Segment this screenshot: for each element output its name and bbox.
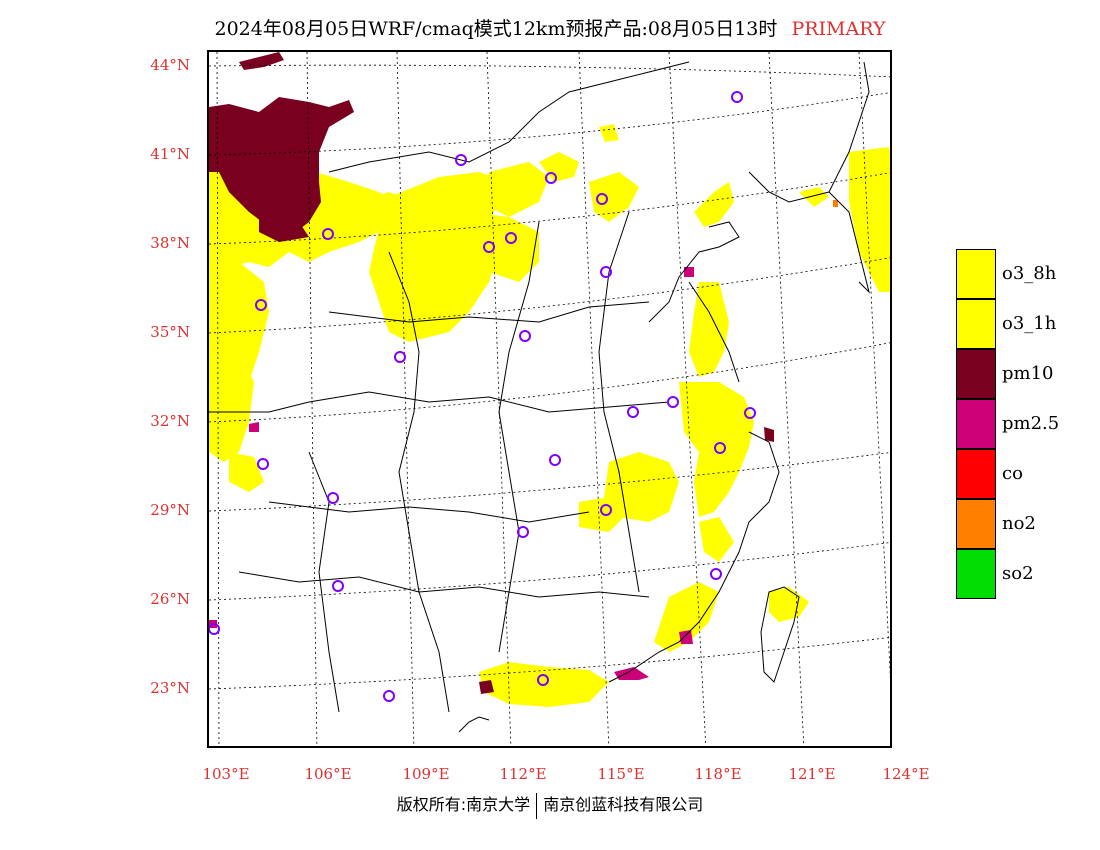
lon-label-121: 121°E <box>788 765 836 783</box>
no2-spot <box>833 200 838 207</box>
legend-label: pm10 <box>1002 363 1054 384</box>
lat-label-26: 26°N <box>150 590 190 608</box>
map-title: 2024年08月05日WRF/cmaq模式12km预报产品:08月05日13时 … <box>0 14 1100 41</box>
title-main: 2024年08月05日WRF/cmaq模式12km预报产品:08月05日13时 <box>214 18 778 40</box>
legend-swatch <box>956 499 996 549</box>
pm25-regions <box>209 267 694 680</box>
legend-label: pm2.5 <box>1002 413 1060 434</box>
lon-label-124: 124°E <box>882 765 930 783</box>
lon-label-112: 112°E <box>499 765 547 783</box>
lon-label-115: 115°E <box>597 765 645 783</box>
legend-swatch <box>956 249 996 299</box>
legend-swatch <box>956 449 996 499</box>
title-tag: PRIMARY <box>791 18 886 40</box>
graticule <box>209 52 890 746</box>
lon-label-109: 109°E <box>402 765 450 783</box>
lat-label-35: 35°N <box>150 323 190 341</box>
copyright-left: 版权所有:南京大学 <box>396 795 531 814</box>
lat-label-44: 44°N <box>150 56 190 74</box>
legend-label: no2 <box>1002 513 1036 534</box>
copyright-right: 南京创蓝科技有限公司 <box>543 795 704 814</box>
legend-swatch <box>956 299 996 349</box>
o3-regions <box>209 124 890 707</box>
legend-label: o3_8h <box>1002 263 1057 284</box>
lat-label-41: 41°N <box>150 145 190 163</box>
station-markers <box>209 91 756 702</box>
map-panel <box>207 50 892 748</box>
lon-label-118: 118°E <box>694 765 742 783</box>
footer-divider <box>536 792 538 819</box>
lat-label-38: 38°N <box>150 234 190 252</box>
copyright-footer: 版权所有:南京大学 南京创蓝科技有限公司 <box>0 791 1100 819</box>
lon-label-106: 106°E <box>304 765 352 783</box>
legend-label: co <box>1002 463 1023 484</box>
legend-swatch <box>956 349 996 399</box>
legend-swatch <box>956 549 996 599</box>
lat-label-29: 29°N <box>150 501 190 519</box>
legend-label: so2 <box>1002 563 1034 584</box>
lat-label-32: 32°N <box>150 412 190 430</box>
lat-label-23: 23°N <box>150 679 190 697</box>
legend-label: o3_1h <box>1002 313 1057 334</box>
legend-swatch <box>956 399 996 449</box>
boundaries <box>209 61 870 733</box>
pollution-map <box>209 52 890 746</box>
lon-label-103: 103°E <box>202 765 250 783</box>
